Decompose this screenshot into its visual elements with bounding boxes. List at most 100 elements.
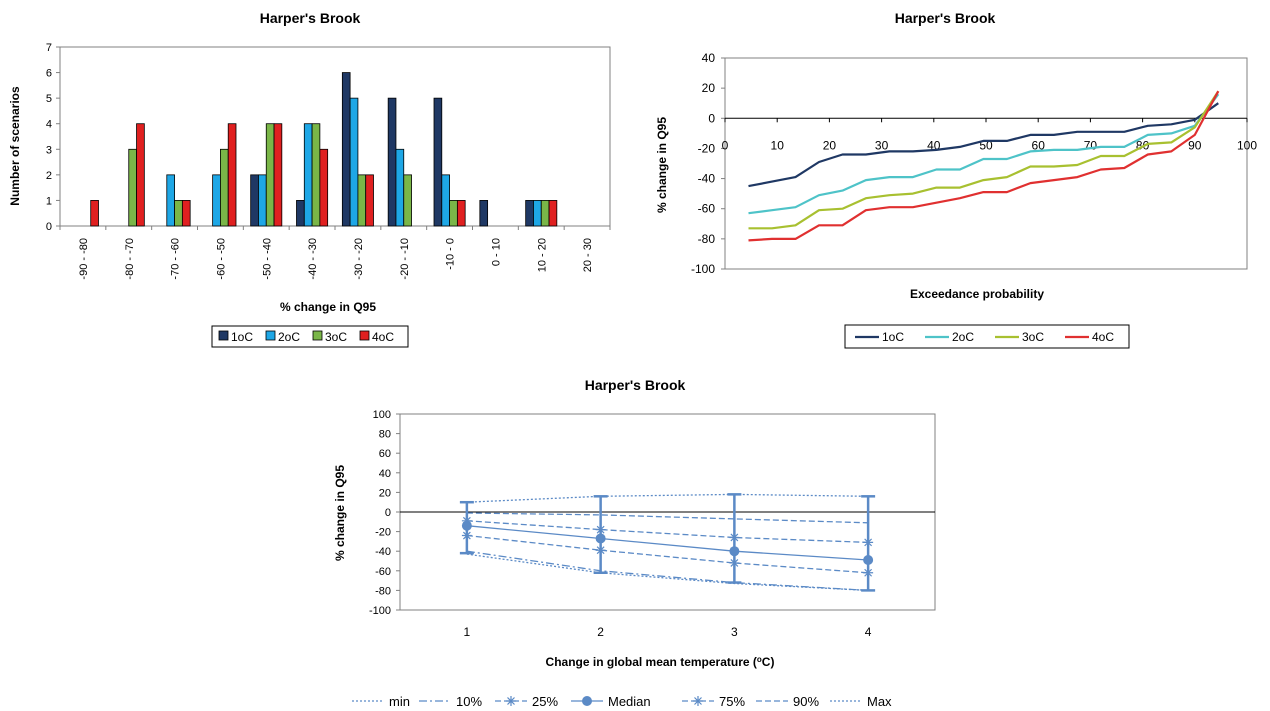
exceedance-series-line (748, 93, 1220, 215)
histogram-legend-label: 4oC (372, 330, 394, 344)
temperature-star-marker (595, 524, 606, 535)
histogram-chart: Harper's Brook Number of scenarios % cha… (8, 10, 611, 348)
exceedance-x-axis-label: Exceedance probability (910, 287, 1044, 301)
temperature-x-axis-label: Change in global mean temperature (oC) (546, 655, 775, 670)
histogram-bar (341, 72, 351, 227)
temperature-median-marker (863, 555, 874, 566)
histogram-bar (174, 200, 183, 227)
temperature-legend-label: Max (867, 694, 892, 709)
histogram-x-axis-label: % change in Q95 (280, 300, 376, 314)
temperature-y-tick-label: -80 (375, 585, 391, 597)
histogram-y-tick-label: 1 (46, 195, 52, 207)
histogram-bar (166, 174, 175, 227)
histogram-bar (265, 123, 275, 227)
temperature-x-tick-label: 4 (865, 625, 872, 639)
temperature-series-line (466, 520, 869, 544)
temperature-star-marker (863, 567, 874, 578)
exceedance-y-tick-label: 40 (702, 51, 716, 65)
exceedance-x-tick-label: 100 (1237, 138, 1257, 152)
histogram-bar (250, 174, 259, 227)
exceedance-x-tick-label: 10 (771, 138, 785, 152)
temperature-star-marker (461, 530, 472, 541)
exceedance-x-tick-label: 20 (823, 138, 837, 152)
histogram-category-label: -60 - -50 (215, 238, 227, 280)
histogram-legend-box (211, 325, 409, 348)
exceedance-legend-label: 1oC (882, 330, 904, 344)
exceedance-legend-label: 4oC (1092, 330, 1114, 344)
exceedance-y-tick-label: -20 (698, 141, 716, 155)
temperature-series-line (466, 534, 869, 574)
histogram-legend-label: 3oC (325, 330, 347, 344)
histogram-category-label: -50 - -40 (261, 238, 273, 280)
temperature-x-tick-label: 1 (464, 625, 471, 639)
temperature-legend-label: 10% (456, 694, 482, 709)
temperature-star-marker (863, 537, 874, 548)
histogram-bar (525, 200, 534, 227)
temperature-series-line (466, 493, 869, 503)
exceedance-plot-area (724, 57, 1248, 270)
histogram-category-label: -10 - 0 (445, 238, 457, 270)
histogram-y-tick-label: 2 (46, 170, 52, 182)
temperature-legend-marker (582, 696, 592, 706)
exceedance-chart: Harper's Brook % change in Q95 Exceedanc… (655, 10, 1257, 349)
exceedance-legend-label: 2oC (952, 330, 974, 344)
histogram-bar (387, 97, 397, 227)
exceedance-x-tick-label: 70 (1084, 138, 1098, 152)
exceedance-y-tick-label: 0 (708, 111, 715, 125)
histogram-bar (456, 200, 466, 227)
temperature-series-line (466, 525, 869, 561)
temperature-y-tick-label: 20 (379, 487, 391, 499)
exceedance-y-tick-label: -60 (698, 202, 716, 216)
temperature-star-marker (595, 545, 606, 556)
temperature-star-marker (729, 557, 740, 568)
histogram-bar (449, 200, 458, 227)
temperature-legend-marker (693, 696, 703, 706)
histogram-y-tick-label: 3 (46, 144, 52, 156)
temperature-y-axis-label: % change in Q95 (333, 465, 347, 561)
histogram-bar (258, 174, 267, 227)
histogram-y-tick-label: 4 (46, 119, 52, 131)
temperature-legend-label: 25% (532, 694, 558, 709)
histogram-y-tick-label: 5 (46, 93, 52, 105)
temperature-legend-label: 90% (793, 694, 819, 709)
temperature-x-tick-label: 3 (731, 625, 738, 639)
exceedance-x-tick-label: 30 (875, 138, 889, 152)
histogram-bar (227, 123, 237, 227)
temperature-series-line (466, 550, 869, 592)
histogram-bar (357, 174, 367, 227)
temperature-y-tick-label: -60 (375, 566, 391, 578)
histogram-y-tick-label: 0 (46, 221, 52, 233)
histogram-category-label: -90 - -80 (78, 238, 90, 280)
histogram-bar (441, 174, 450, 227)
temperature-y-tick-label: 60 (379, 448, 391, 460)
histogram-bar (128, 148, 137, 227)
exceedance-series-line (748, 102, 1219, 188)
histogram-bar (273, 123, 283, 227)
histogram-category-label: -80 - -70 (124, 238, 136, 280)
exceedance-legend-label: 3oC (1022, 330, 1044, 344)
exceedance-y-tick-label: -80 (698, 232, 716, 246)
histogram-bar (220, 148, 229, 227)
exceedance-series-line (748, 90, 1220, 230)
exceedance-y-axis-label: % change in Q95 (655, 117, 669, 213)
temperature-legend-label: Median (608, 694, 651, 709)
histogram-category-label: 20 - 30 (582, 238, 594, 272)
histogram-bar (365, 174, 374, 227)
histogram-bar (296, 200, 305, 227)
histogram-bar (319, 148, 329, 227)
temperature-star-marker (461, 515, 472, 526)
exceedance-y-tick-label: -40 (698, 172, 716, 186)
temperature-legend-label: min (389, 694, 410, 709)
histogram-y-tick-label: 6 (46, 68, 52, 80)
temperature-y-tick-label: -20 (375, 527, 391, 539)
exceedance-y-tick-label: -100 (691, 262, 715, 276)
temperature-y-tick-label: 100 (373, 409, 391, 421)
histogram-category-label: -30 - -20 (353, 238, 365, 280)
histogram-bar (533, 200, 542, 227)
histogram-y-axis-label: Number of scenarios (8, 86, 22, 206)
exceedance-title: Harper's Brook (895, 10, 996, 26)
temperature-y-tick-label: 40 (379, 468, 391, 480)
exceedance-x-tick-label: 60 (1032, 138, 1046, 152)
exceedance-x-tick-label: 90 (1188, 138, 1202, 152)
